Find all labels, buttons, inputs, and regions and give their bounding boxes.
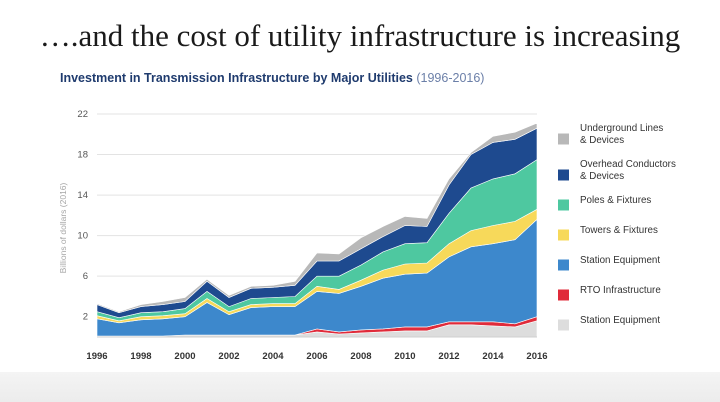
legend-swatch [558, 229, 569, 241]
area-series-6 [96, 122, 538, 314]
chart-title: Investment in Transmission Infrastructur… [60, 71, 484, 85]
legend-label: & Devices [580, 171, 624, 182]
legend-swatch [558, 169, 569, 181]
x-tick-label: 1996 [86, 351, 107, 362]
legend-swatch [558, 199, 569, 211]
x-tick-label: 1998 [130, 351, 151, 362]
y-axis-label: Billions of dollars (2016) [58, 182, 68, 273]
legend-label: Towers & Fixtures [580, 225, 658, 236]
bottom-bar [0, 372, 720, 402]
y-tick-label: 6 [83, 271, 88, 282]
y-tick-label: 18 [77, 150, 88, 161]
legend-swatch [558, 133, 569, 145]
x-tick-label: 2012 [438, 351, 459, 362]
legend-label: Overhead Conductors [580, 159, 676, 170]
legend-swatch [558, 289, 569, 301]
y-tick-label: 14 [77, 190, 88, 201]
y-tick-label: 22 [77, 109, 88, 120]
legend-label: Underground Lines [580, 123, 663, 134]
x-tick-label: 2004 [262, 351, 284, 362]
legend-label: RTO Infrastructure [580, 285, 661, 296]
x-tick-label: 2006 [306, 351, 327, 362]
y-tick-label: 10 [77, 231, 88, 242]
legend-swatch [558, 259, 569, 271]
axes: 2 6 10 14 18 22 1996 1998 2000 2002 2004 2006 2008 20… [77, 109, 547, 362]
legend-swatch [558, 319, 569, 331]
legend-label: Poles & Fixtures [580, 195, 651, 206]
chart-title-text: Investment in Transmission Infrastructur… [60, 71, 413, 85]
x-tick-label: 2016 [526, 351, 547, 362]
x-tick-label: 2000 [174, 351, 195, 362]
x-tick-label: 2014 [482, 351, 504, 362]
legend-label: & Devices [580, 135, 624, 146]
x-tick-label: 2010 [394, 351, 415, 362]
area-series-group [96, 122, 538, 338]
legend-label: Station Equipment [580, 255, 660, 266]
slide-title: ….and the cost of utility infrastructure… [39, 18, 681, 53]
chart-subtitle: (1996-2016) [416, 71, 485, 85]
x-tick-label: 2002 [218, 351, 239, 362]
legend-label: Station Equipment [580, 315, 660, 326]
y-tick-label: 2 [83, 312, 88, 323]
x-tick-label: 2008 [350, 351, 371, 362]
